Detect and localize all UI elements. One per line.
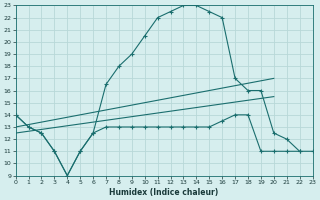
X-axis label: Humidex (Indice chaleur): Humidex (Indice chaleur) <box>109 188 219 197</box>
